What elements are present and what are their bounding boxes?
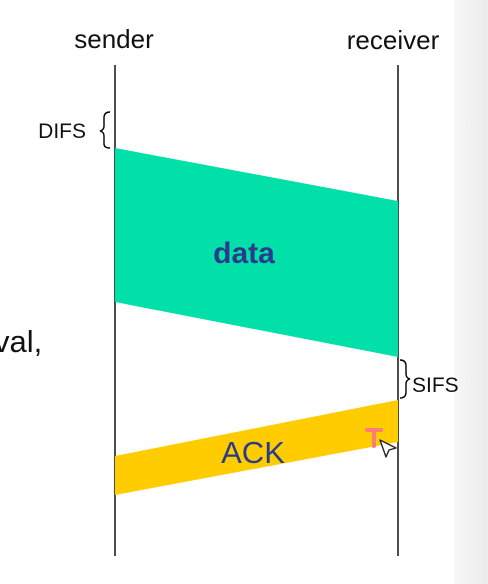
sifs-label: SIFS (412, 374, 459, 397)
difs-label: DIFS (38, 120, 86, 143)
difs-brace (100, 112, 110, 148)
receiver-header: receiver (347, 25, 440, 55)
sifs-brace (400, 360, 410, 398)
sender-header: sender (74, 24, 154, 54)
data-frame-label: data (213, 237, 275, 270)
cropped-text-fragment: val, (0, 324, 42, 359)
ack-frame-label: ACK (221, 435, 285, 470)
